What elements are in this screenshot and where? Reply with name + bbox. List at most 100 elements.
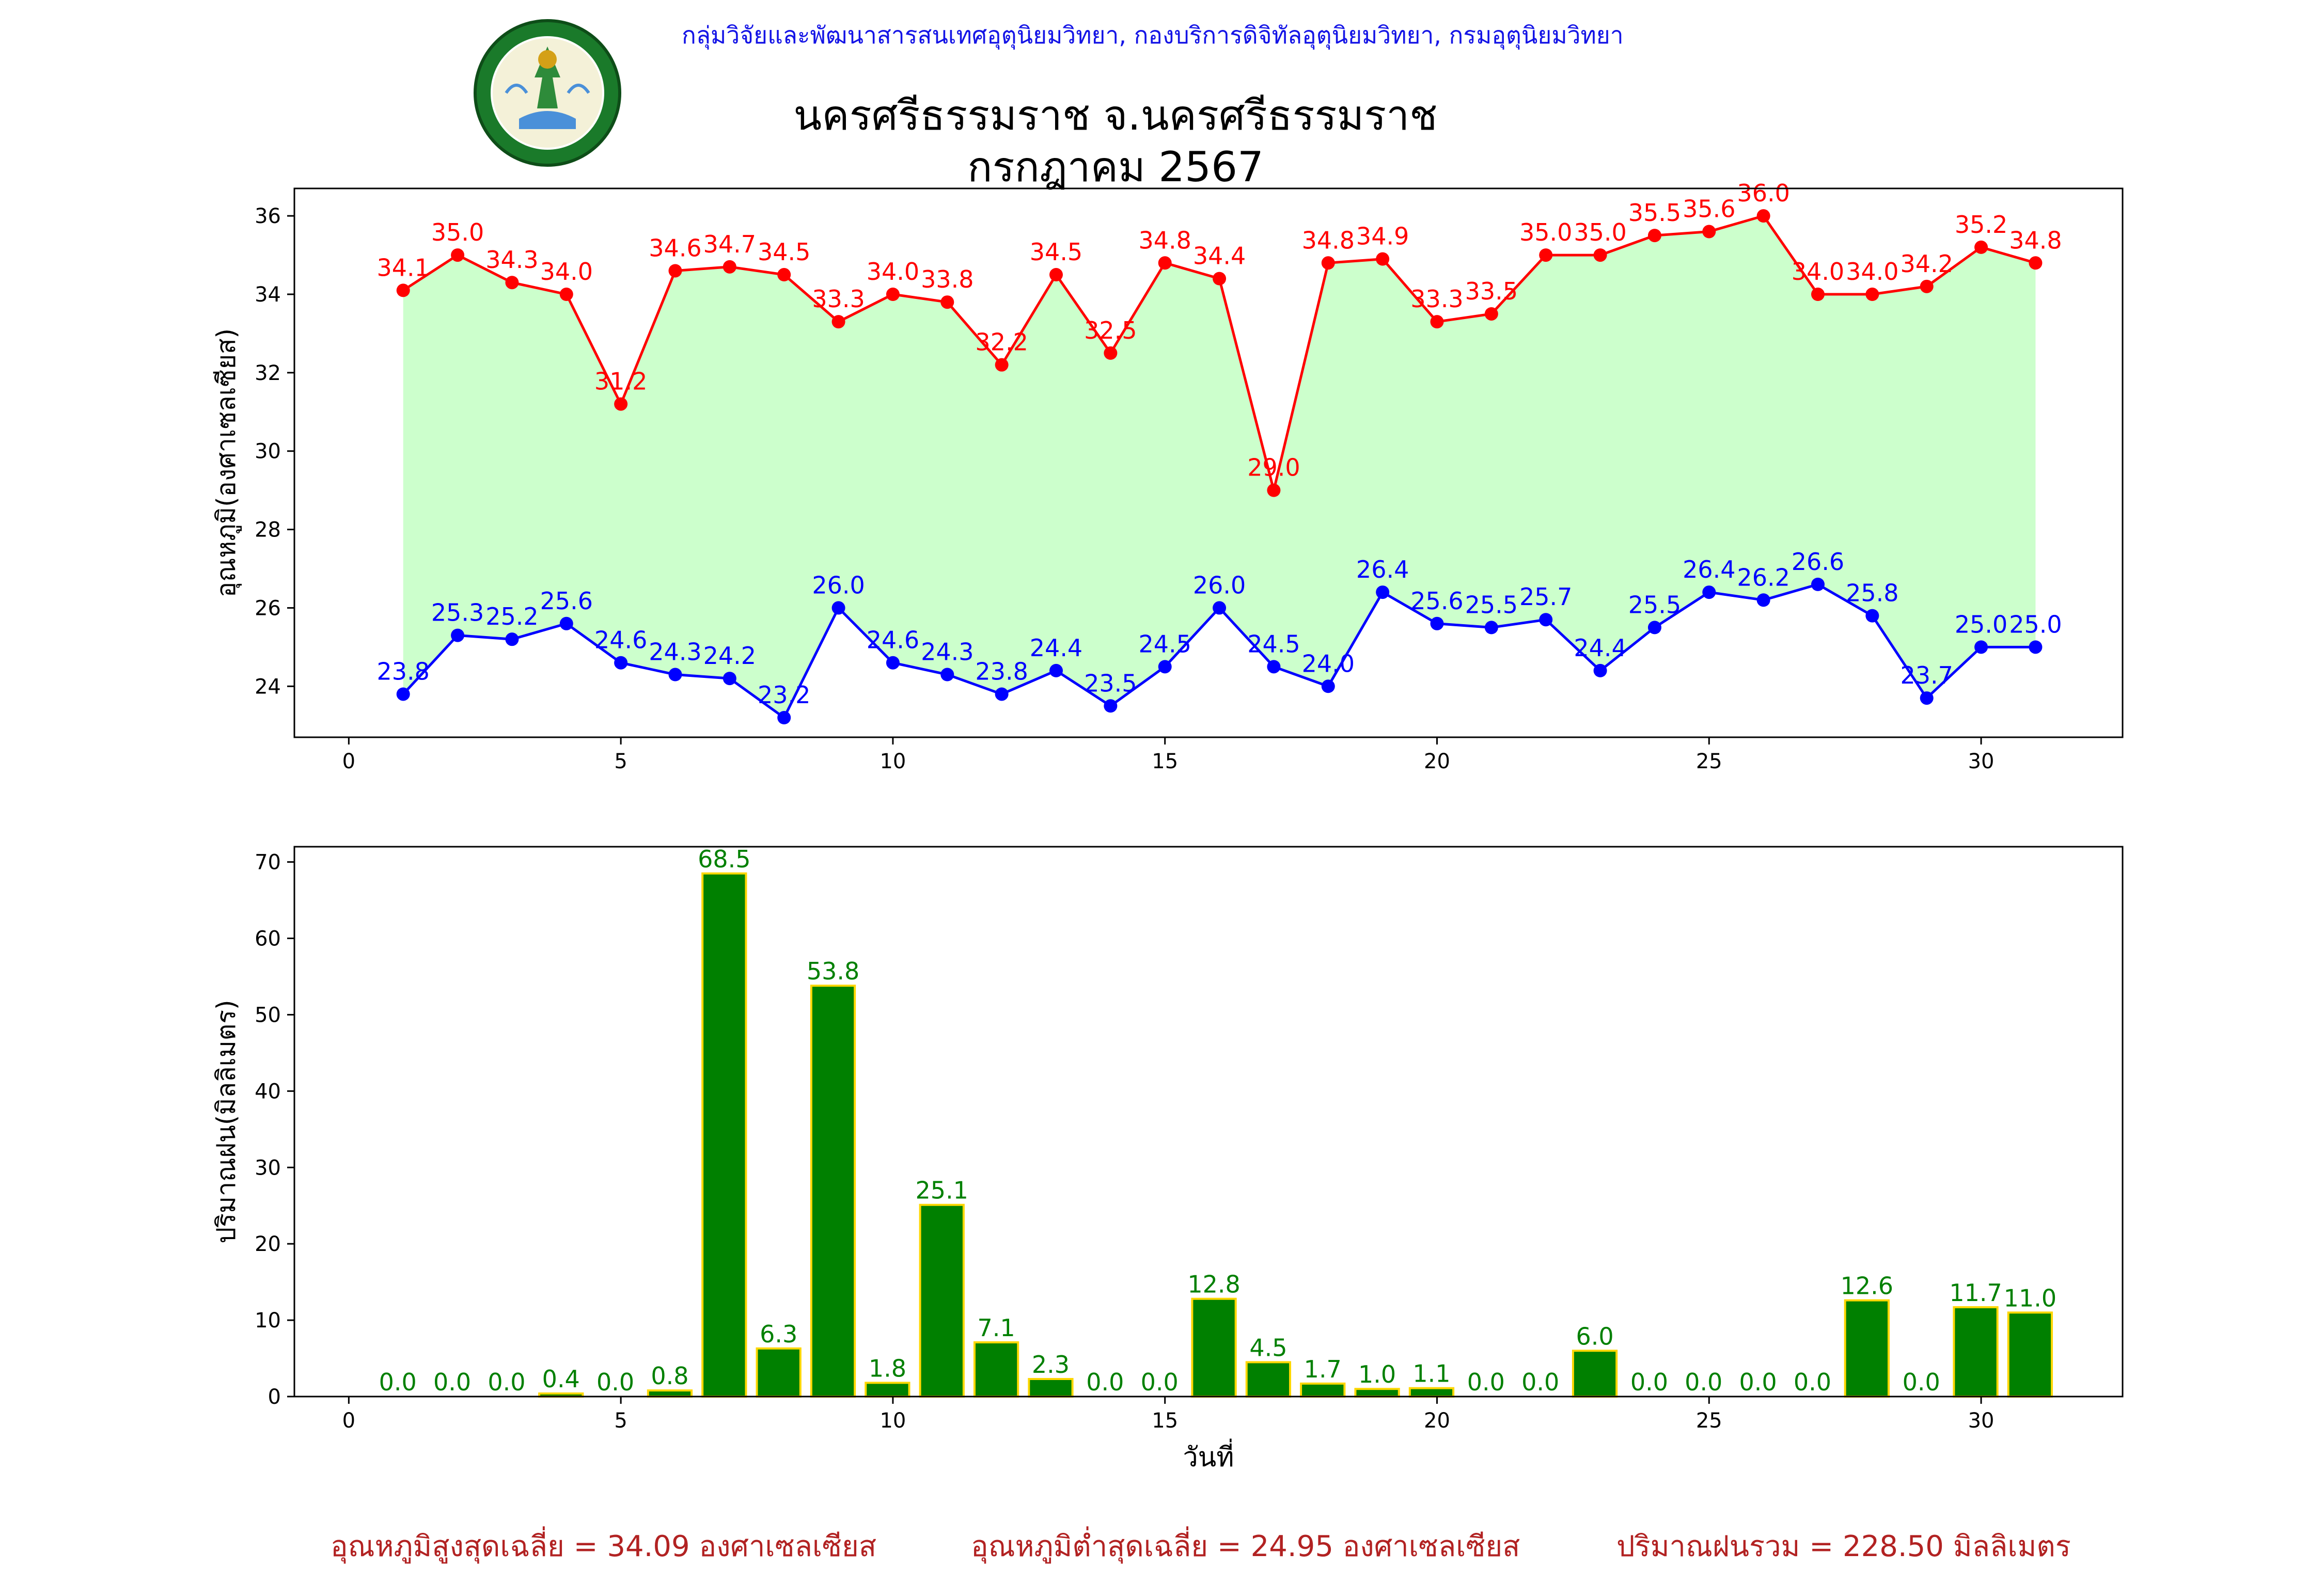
- max-temp-value-label: 35.0: [1574, 218, 1626, 246]
- x-tick-label: 30: [1968, 1409, 1995, 1433]
- rain-value-label: 0.0: [1467, 1368, 1505, 1396]
- rain-value-label: 0.0: [1685, 1368, 1722, 1396]
- rain-value-label: 4.5: [1249, 1334, 1287, 1361]
- max-temp-value-label: 35.6: [1683, 195, 1735, 223]
- max-temp-point: [723, 260, 736, 274]
- min-temp-point: [1267, 660, 1281, 674]
- min-temp-point: [451, 628, 465, 642]
- y-tick-label: 0: [268, 1385, 281, 1409]
- min-temp-point: [1430, 616, 1444, 630]
- min-temp-value-label: 25.6: [1410, 587, 1463, 615]
- rain-bar: [1191, 1297, 1237, 1398]
- min-temp-point: [1974, 640, 1988, 654]
- plot-frame-1: [293, 846, 2124, 1398]
- max-temp-value-label: 33.5: [1465, 277, 1518, 305]
- min-temp-value-label: 25.6: [540, 587, 593, 615]
- min-temp-point: [1104, 699, 1118, 713]
- min-temp-point: [1539, 613, 1553, 627]
- rain-value-label: 0.0: [488, 1368, 525, 1396]
- max-temp-value-label: 34.0: [540, 258, 593, 286]
- min-temp-value-label: 25.0: [1955, 610, 2007, 638]
- min-temp-value-label: 24.3: [649, 638, 701, 666]
- min-temp-value-label: 25.7: [1519, 583, 1572, 611]
- min-temp-value-label: 24.4: [1574, 634, 1626, 662]
- rain-value-label: 68.5: [698, 845, 750, 873]
- station-title: นครศรีธรรมราช จ.นครศรีธรรมราช: [793, 91, 1438, 139]
- min-temp-point: [1647, 621, 1661, 635]
- rain-value-label: 0.0: [379, 1368, 417, 1396]
- max-temp-point: [1702, 225, 1716, 239]
- min-temp-point: [1158, 660, 1172, 674]
- max-temp-value-label: 34.5: [758, 238, 810, 266]
- x-tick-label: 25: [1696, 750, 1722, 773]
- max-temp-point: [1593, 248, 1607, 262]
- max-temp-value-label: 29.0: [1247, 454, 1300, 482]
- rain-bar: [1572, 1350, 1618, 1398]
- min-temp-value-label: 25.0: [2009, 610, 2062, 638]
- max-temp-value-label: 34.4: [1193, 242, 1246, 270]
- min-temp-value-label: 24.0: [1302, 649, 1355, 677]
- y-tick-label: 30: [255, 440, 281, 464]
- max-temp-point: [777, 268, 791, 282]
- rain-bar: [2007, 1311, 2053, 1398]
- rain-value-label: 1.1: [1412, 1360, 1450, 1388]
- x-tick-label: 15: [1152, 1409, 1178, 1433]
- avg-max-temp-summary: อุณหภูมิสูงสุดเฉลี่ย = 34.09 องศาเซลเซีย…: [331, 1530, 877, 1563]
- plot-frame-0: [293, 187, 2124, 738]
- min-temp-value-label: 24.5: [1139, 630, 1191, 658]
- x-tick-label: 20: [1424, 1409, 1450, 1433]
- rain-value-label: 11.7: [1949, 1279, 2002, 1307]
- y-tick-label: 50: [255, 1003, 281, 1027]
- x-tick-label: 0: [342, 1409, 355, 1433]
- min-temp-point: [1865, 609, 1879, 623]
- x-tick-label: 15: [1152, 750, 1178, 773]
- rain-value-label: 0.4: [542, 1365, 580, 1393]
- rain-value-label: 25.1: [916, 1177, 968, 1205]
- min-temp-value-label: 26.0: [812, 571, 865, 599]
- rain-value-label: 11.0: [2004, 1284, 2056, 1312]
- max-temp-value-label: 34.7: [703, 230, 756, 258]
- max-temp-point: [559, 288, 573, 302]
- min-temp-point: [831, 601, 845, 615]
- meteorological-department-logo: [474, 19, 621, 167]
- max-temp-point: [886, 288, 900, 302]
- max-temp-value-label: 31.2: [594, 368, 647, 395]
- x-tick-label: 30: [1968, 750, 1995, 773]
- min-temp-value-label: 26.0: [1193, 571, 1246, 599]
- total-rain-summary: ปริมาณฝนรวม = 228.50 มิลลิเมตร: [1616, 1530, 2071, 1563]
- min-temp-value-label: 25.3: [431, 599, 484, 627]
- min-temp-value-label: 26.4: [1683, 556, 1735, 583]
- max-temp-value-label: 32.2: [975, 328, 1028, 356]
- min-temp-point: [1811, 577, 1825, 591]
- y-tick-label: 36: [255, 204, 281, 228]
- max-temp-point: [451, 248, 465, 262]
- max-temp-value-label: 32.5: [1084, 316, 1137, 344]
- max-temp-value-label: 33.3: [1410, 285, 1463, 313]
- period-title: กรกฎาคม 2567: [967, 143, 1264, 191]
- y-tick-label: 40: [255, 1080, 281, 1103]
- max-temp-value-label: 33.3: [812, 285, 865, 313]
- min-temp-point: [1213, 601, 1227, 615]
- max-temp-value-label: 34.0: [1846, 258, 1898, 286]
- rain-value-label: 0.0: [1630, 1368, 1668, 1396]
- y-tick-label: 60: [255, 927, 281, 951]
- y-tick-label: 28: [255, 518, 281, 542]
- x-tick-label: 5: [614, 750, 627, 773]
- rain-bar: [865, 1382, 910, 1398]
- max-temp-point: [396, 283, 410, 297]
- rain-bar: [701, 872, 747, 1398]
- rain-value-label: 0.0: [1794, 1368, 1831, 1396]
- min-temp-value-label: 25.2: [485, 603, 538, 630]
- max-temp-value-label: 34.0: [867, 258, 919, 286]
- y-axis-label: ปริมาณฝน(มิลลิเมตร): [211, 1000, 241, 1243]
- min-temp-point: [1593, 663, 1607, 677]
- y-axis-label: อุณหภูมิ(องศาเซลเซียส): [211, 328, 242, 597]
- rain-value-label: 7.1: [978, 1314, 1015, 1342]
- y-tick-label: 20: [255, 1232, 281, 1256]
- min-temp-point: [505, 632, 519, 646]
- rain-value-label: 0.0: [1086, 1368, 1124, 1396]
- min-temp-point: [995, 687, 1009, 701]
- max-temp-point: [1376, 252, 1390, 266]
- max-temp-value-label: 35.5: [1628, 199, 1681, 227]
